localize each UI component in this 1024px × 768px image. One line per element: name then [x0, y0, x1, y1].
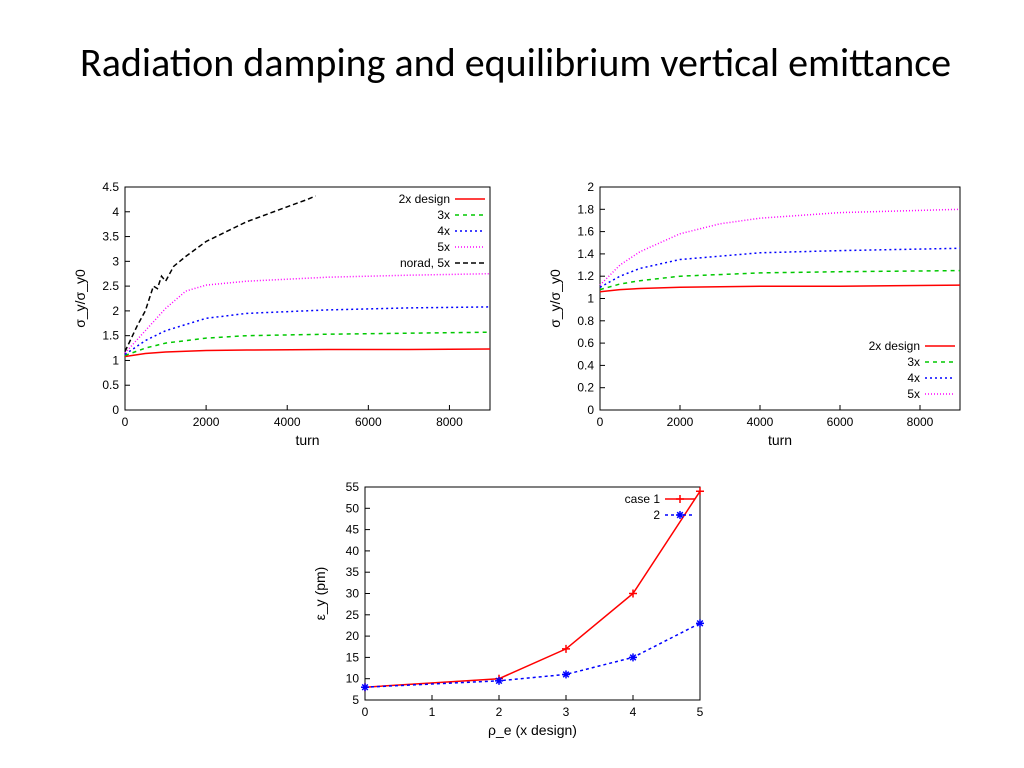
svg-text:25: 25: [346, 608, 360, 622]
svg-text:30: 30: [346, 587, 360, 601]
svg-text:15: 15: [346, 650, 360, 664]
svg-text:2: 2: [587, 180, 594, 194]
svg-text:0: 0: [362, 705, 369, 719]
chart-left: 0 2000 4000 6000 8000 0 0.5 1 1.5 2 2.5 3 3.5 4 4.5 tur…: [70, 175, 500, 455]
svg-text:0.6: 0.6: [577, 336, 594, 350]
svg-text:ρ_e (x design): ρ_e (x design): [488, 722, 577, 738]
svg-text:turn: turn: [768, 432, 792, 448]
svg-text:case 1: case 1: [625, 492, 661, 506]
svg-text:50: 50: [346, 501, 360, 515]
svg-text:0: 0: [122, 415, 129, 429]
svg-text:σ_y/σ_y0: σ_y/σ_y0: [547, 269, 563, 328]
chart-right: 0 2000 4000 6000 8000 0 0.2 0.4 0.6 0.8 1 1.2 1.4 1.6…: [545, 175, 970, 455]
svg-text:turn: turn: [295, 432, 319, 448]
svg-text:55: 55: [346, 480, 360, 494]
svg-text:5x: 5x: [437, 240, 450, 254]
svg-text:5: 5: [352, 693, 359, 707]
svg-text:4.5: 4.5: [102, 180, 119, 194]
svg-text:3: 3: [112, 254, 119, 268]
svg-text:1.5: 1.5: [102, 329, 119, 343]
svg-text:1.6: 1.6: [577, 225, 594, 239]
svg-text:0.2: 0.2: [577, 381, 594, 395]
svg-text:3: 3: [563, 705, 570, 719]
svg-text:norad, 5x: norad, 5x: [400, 256, 450, 270]
svg-text:1.2: 1.2: [577, 269, 594, 283]
svg-text:10: 10: [346, 672, 360, 686]
svg-text:8000: 8000: [907, 415, 934, 429]
svg-text:0: 0: [597, 415, 604, 429]
svg-text:4: 4: [112, 205, 119, 219]
svg-text:2x design: 2x design: [869, 339, 920, 353]
svg-text:4000: 4000: [274, 415, 301, 429]
svg-text:2: 2: [496, 705, 503, 719]
svg-text:2.5: 2.5: [102, 279, 119, 293]
svg-text:3x: 3x: [437, 208, 450, 222]
svg-text:1: 1: [587, 292, 594, 306]
svg-text:1: 1: [429, 705, 436, 719]
slide-title: Radiation damping and equilibrium vertic…: [80, 40, 951, 86]
svg-text:4000: 4000: [747, 415, 774, 429]
svg-text:6000: 6000: [827, 415, 854, 429]
svg-text:0.5: 0.5: [102, 378, 119, 392]
svg-text:1.8: 1.8: [577, 202, 594, 216]
svg-text:40: 40: [346, 544, 360, 558]
chart-bottom: 012345510152025303540455055ρ_e (x design…: [310, 475, 710, 745]
svg-text:35: 35: [346, 565, 360, 579]
svg-text:20: 20: [346, 629, 360, 643]
svg-text:1.4: 1.4: [577, 247, 594, 261]
svg-text:0.4: 0.4: [577, 358, 594, 372]
svg-text:5x: 5x: [907, 387, 920, 401]
svg-text:45: 45: [346, 523, 360, 537]
svg-text:2: 2: [653, 508, 660, 522]
svg-text:2: 2: [112, 304, 119, 318]
svg-text:0: 0: [112, 403, 119, 417]
svg-text:1: 1: [112, 353, 119, 367]
svg-text:2x design: 2x design: [399, 192, 450, 206]
svg-text:σ_y/σ_y0: σ_y/σ_y0: [72, 269, 88, 328]
svg-text:5: 5: [697, 705, 704, 719]
svg-text:0.8: 0.8: [577, 314, 594, 328]
svg-text:3x: 3x: [907, 355, 920, 369]
svg-text:2000: 2000: [667, 415, 694, 429]
svg-text:3.5: 3.5: [102, 230, 119, 244]
svg-text:2000: 2000: [193, 415, 220, 429]
svg-text:4x: 4x: [437, 224, 450, 238]
svg-text:ε_y (pm): ε_y (pm): [312, 567, 328, 621]
svg-text:6000: 6000: [355, 415, 382, 429]
svg-text:0: 0: [587, 403, 594, 417]
svg-text:4x: 4x: [907, 371, 920, 385]
svg-text:4: 4: [630, 705, 637, 719]
svg-text:8000: 8000: [436, 415, 463, 429]
